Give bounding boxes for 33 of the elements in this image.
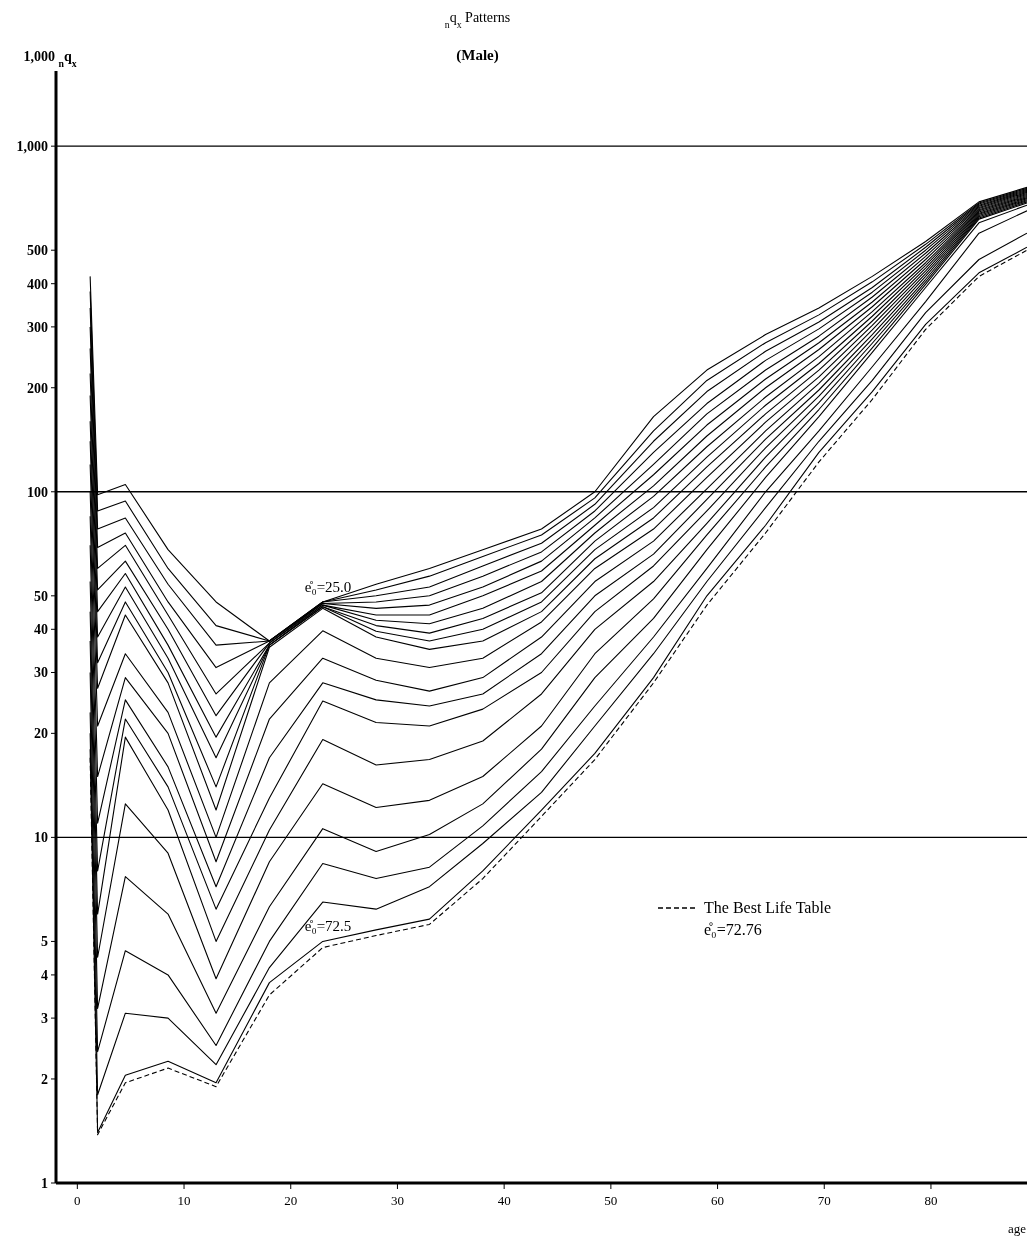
y-axis-title: 1,000 $_{n}$q$_{x}$	[23, 49, 77, 69]
y-tick-label: 4	[41, 967, 48, 983]
y-tick-label: 100	[27, 484, 48, 500]
annotation: e̊₀=72.76	[704, 921, 762, 938]
x-tick-label: 30	[390, 1193, 404, 1208]
chart-subtitle: (Male)	[456, 47, 499, 64]
y-tick-label: 2	[41, 1071, 48, 1087]
y-tick-label: 200	[27, 380, 48, 396]
y-tick-label: 20	[34, 726, 48, 742]
x-tick-label: 70	[817, 1193, 831, 1208]
x-tick-label: 50	[604, 1193, 618, 1208]
annotation: e̊₀=72.5	[304, 918, 352, 935]
y-tick-label: 30	[34, 665, 48, 681]
x-tick-label: 40	[497, 1193, 511, 1208]
x-tick-label: 80	[924, 1193, 938, 1208]
y-tick-label: 1	[41, 1176, 48, 1191]
annotation: e̊₀=25.0	[304, 578, 352, 595]
y-tick-label: 50	[34, 588, 48, 604]
x-tick-label: 0	[74, 1193, 81, 1208]
y-tick-label: 1,000	[16, 139, 48, 155]
y-tick-label: 400	[27, 276, 48, 292]
x-tick-label: 10	[177, 1193, 191, 1208]
y-tick-label: 3	[41, 1011, 48, 1027]
chart-title: $_{n}$q$_{x}$ Patterns	[444, 10, 511, 30]
y-tick-label: 40	[34, 622, 48, 638]
x-tick-label: 60	[711, 1193, 725, 1208]
x-axis-title: age	[1007, 1221, 1027, 1236]
x-tick-label: 20	[284, 1193, 298, 1208]
y-tick-label: 10	[34, 830, 48, 846]
y-tick-label: 300	[27, 319, 48, 335]
y-tick-label: 500	[27, 243, 48, 259]
y-tick-label: 5	[41, 934, 48, 950]
legend-label: The Best Life Table	[704, 899, 831, 916]
